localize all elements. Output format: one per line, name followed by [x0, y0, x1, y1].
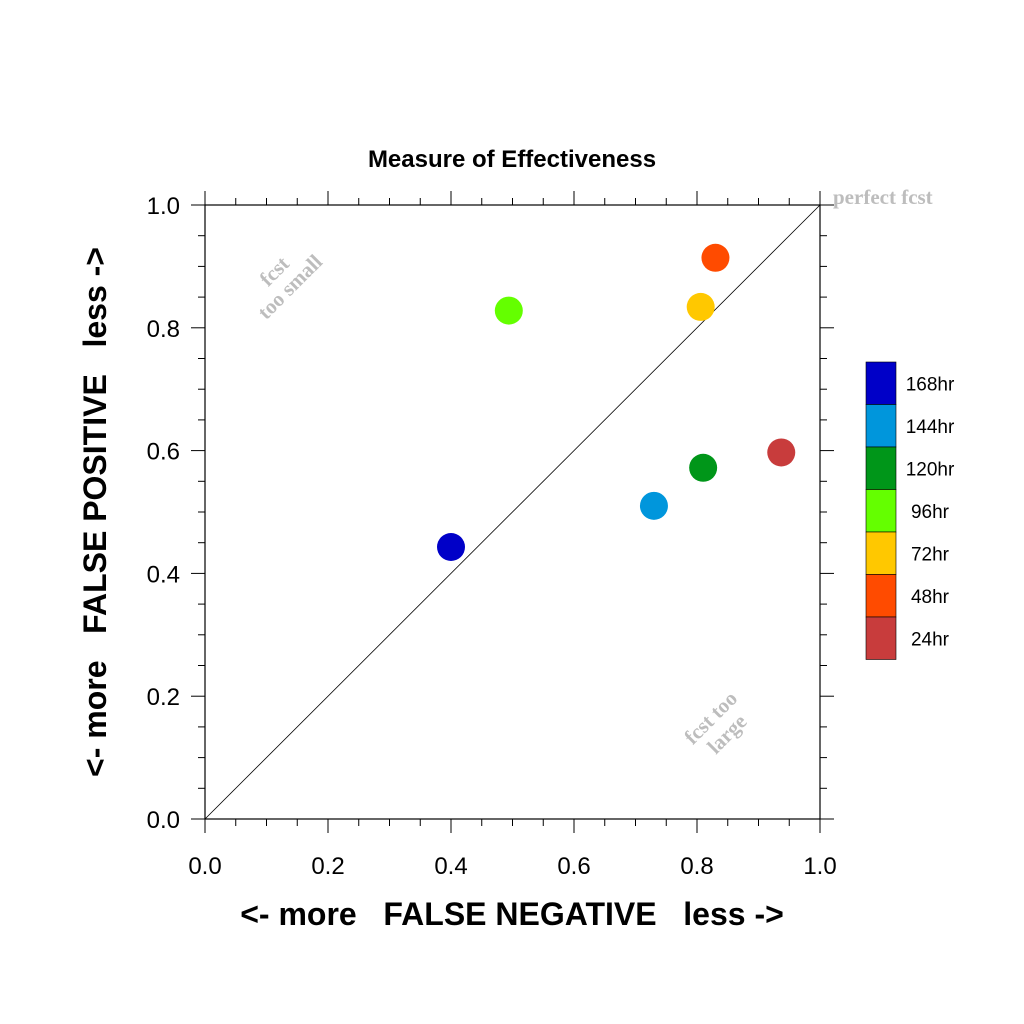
axis-ticks	[191, 191, 834, 833]
y-tick-label: 0.4	[147, 561, 180, 588]
chart-title: Measure of Effectiveness	[368, 146, 656, 173]
data-points	[437, 243, 796, 561]
y-tick-label: 0.2	[147, 684, 180, 711]
x-tick-label: 0.4	[434, 853, 467, 880]
legend-label-24hr: 24hr	[911, 629, 950, 650]
y-tick-label: 0.8	[147, 316, 180, 343]
perfect-forecast-note: perfect fcst	[833, 185, 933, 209]
plot-area: 0.0 0.2 0.4 0.6 0.8 1.0 0.0 0.2 0.4 0.6 0.8 1.0	[147, 191, 837, 880]
data-point-24hr	[767, 438, 796, 467]
legend-swatch-168hr	[865, 361, 897, 405]
data-point-48hr	[701, 243, 730, 272]
legend-label-72hr: 72hr	[911, 544, 950, 565]
legend-swatch-144hr	[865, 404, 897, 448]
tick-labels: 0.0 0.2 0.4 0.6 0.8 1.0 0.0 0.2 0.4 0.6 0.8 1.0	[147, 193, 837, 880]
data-point-72hr	[686, 292, 715, 321]
x-tick-label: 0.0	[188, 853, 221, 880]
too-small-note-line2: too small	[253, 250, 327, 324]
y-tick-label: 1.0	[147, 193, 180, 220]
y-tick-label: 0.6	[147, 439, 180, 466]
too-large-note: fcst too large	[679, 686, 751, 758]
x-tick-label: 1.0	[803, 853, 836, 880]
legend-label-96hr: 96hr	[911, 502, 950, 523]
x-tick-label: 0.6	[557, 853, 590, 880]
data-point-120hr	[689, 453, 718, 482]
data-point-168hr	[437, 532, 465, 561]
y-tick-label: 0.0	[147, 807, 180, 834]
legend-swatch-120hr	[865, 446, 897, 490]
x-tick-label: 0.2	[311, 853, 344, 880]
legend-label-144hr: 144hr	[906, 417, 955, 438]
perfect-forecast-diagonal	[204, 204, 821, 820]
x-axis-label: <- more FALSE NEGATIVE less ->	[240, 896, 784, 932]
legend-swatch-96hr	[865, 489, 897, 533]
legend-swatch-48hr	[865, 574, 897, 618]
y-axis-label: <- more FALSE POSITIVE less ->	[77, 247, 113, 777]
too-small-note: fcst too small	[253, 250, 327, 324]
legend-swatch-72hr	[865, 531, 897, 575]
legend-swatch-24hr	[865, 616, 897, 660]
x-tick-label: 0.8	[680, 853, 713, 880]
data-point-96hr	[494, 296, 523, 325]
data-point-144hr	[639, 491, 668, 520]
legend-label-48hr: 48hr	[911, 587, 950, 608]
legend: 168hr 144hr 120hr 96hr 72hr 48hr 24hr	[865, 361, 955, 660]
legend-label-120hr: 120hr	[906, 459, 955, 480]
legend-label-168hr: 168hr	[906, 374, 955, 395]
